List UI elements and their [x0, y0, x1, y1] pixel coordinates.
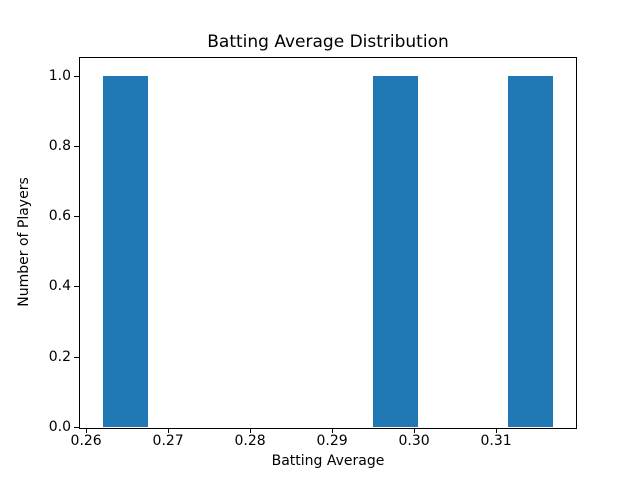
x-tick-label: 0.30	[398, 433, 430, 449]
plot-area	[79, 57, 577, 429]
y-tick-mark	[74, 427, 79, 428]
y-tick-label: 0.6	[48, 208, 71, 225]
y-tick-label: 1.0	[48, 67, 71, 84]
y-tick-mark	[74, 216, 79, 218]
histogram-bar	[373, 75, 419, 427]
y-tick-mark	[74, 286, 79, 288]
x-tick-mark	[496, 428, 498, 433]
x-axis-label: Batting Average	[271, 453, 385, 469]
y-tick-label: 0.0	[48, 419, 71, 435]
x-tick-mark	[86, 428, 88, 433]
x-tick-mark	[168, 428, 170, 433]
x-tick-label: 0.29	[316, 433, 348, 449]
x-tick-label: 0.26	[70, 433, 102, 449]
y-tick-mark	[74, 145, 79, 147]
y-tick-label: 0.8	[48, 137, 71, 154]
histogram-bar	[102, 75, 148, 427]
y-tick-mark	[74, 356, 79, 358]
y-tick-label: 0.4	[48, 278, 71, 295]
chart-title: Batting Average Distribution	[207, 32, 449, 52]
x-tick-label: 0.28	[234, 433, 266, 449]
x-tick-mark	[332, 428, 334, 433]
x-tick-mark	[250, 428, 252, 433]
y-tick-label: 0.2	[48, 348, 71, 365]
x-tick-label: 0.31	[480, 433, 512, 449]
x-tick-label: 0.27	[152, 433, 184, 449]
y-tick-mark	[74, 75, 79, 77]
x-tick-mark	[414, 428, 416, 433]
histogram-bar	[508, 75, 554, 427]
